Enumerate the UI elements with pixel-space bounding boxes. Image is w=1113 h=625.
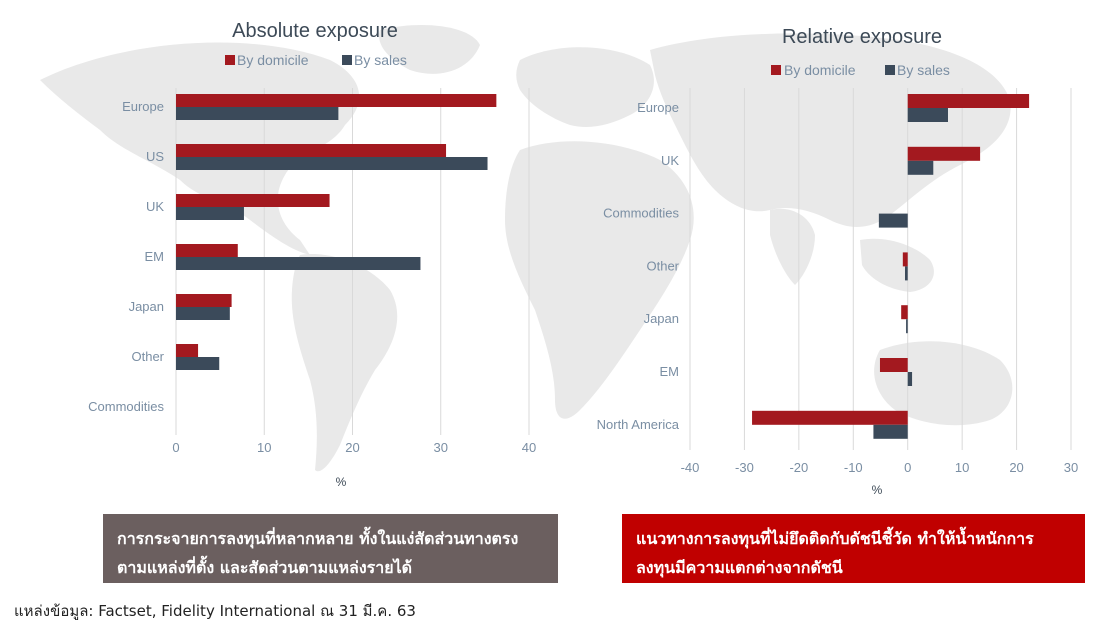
map-india (770, 208, 815, 285)
map-europe (516, 47, 654, 127)
tick-label: 20 (1009, 460, 1023, 475)
legend-swatch-domicile (225, 55, 235, 65)
category-label: UK (661, 153, 679, 168)
legend: By domicile By sales (771, 62, 950, 78)
bar-domicile (176, 144, 447, 157)
source-note: แหล่งข้อมูล: Factset, Fidelity Internati… (14, 602, 416, 620)
map-south-america (291, 254, 398, 472)
bar-domicile (176, 94, 497, 107)
bar-domicile (752, 410, 908, 425)
tick-label: 30 (434, 440, 448, 455)
category-label: US (146, 149, 164, 164)
bar-sales (907, 372, 913, 386)
category-label: Other (646, 258, 679, 273)
bars (176, 94, 497, 370)
category-label: Europe (637, 100, 679, 115)
category-label: Commodities (603, 206, 679, 221)
legend-label-sales: By sales (897, 62, 950, 78)
tick-label: 10 (257, 440, 271, 455)
tick-label: -10 (844, 460, 863, 475)
bar-sales (176, 257, 421, 270)
bar-sales (176, 357, 220, 370)
bars (752, 94, 1030, 439)
legend-swatch-domicile (771, 65, 781, 75)
bar-sales (878, 213, 908, 228)
x-axis-label: % (336, 475, 347, 489)
tick-label: 20 (345, 440, 359, 455)
bar-domicile (901, 305, 908, 320)
bar-sales (907, 108, 948, 122)
highlight-box-benchmark-agnostic: แนวทางการลงทุนที่ไม่ยึดติดกับดัชนีชี้วัด… (622, 514, 1085, 583)
tick-label: -20 (789, 460, 808, 475)
bar-sales (907, 160, 934, 175)
bar-domicile (176, 244, 238, 257)
bar-sales (176, 307, 230, 320)
bar-domicile (902, 252, 908, 267)
chart-title: Absolute exposure (232, 20, 398, 42)
category-label: Europe (122, 99, 164, 114)
category-label: Other (131, 349, 164, 364)
bar-domicile (879, 358, 908, 372)
bar-domicile (176, 194, 330, 207)
bar-sales (873, 424, 908, 439)
bar-sales (176, 107, 339, 120)
map-africa (505, 141, 694, 419)
tick-label: 0 (172, 440, 179, 455)
bar-domicile (907, 146, 981, 161)
bar-domicile (176, 294, 232, 307)
category-label: North America (597, 417, 680, 432)
category-label: Commodities (88, 399, 164, 414)
x-axis-label: % (872, 483, 883, 497)
legend: By domicile By sales (225, 52, 407, 68)
category-label: EM (145, 249, 165, 264)
bar-sales (906, 319, 908, 334)
category-label: Japan (644, 311, 679, 326)
bar-sales (176, 207, 244, 220)
tick-labels: -40 -30 -20 -10 0 10 20 30 (681, 460, 1079, 475)
chart-title: Relative exposure (782, 26, 942, 48)
tick-label: 30 (1064, 460, 1078, 475)
map-greenland (379, 25, 480, 74)
tick-label: 10 (955, 460, 969, 475)
category-label: Japan (129, 299, 164, 314)
bar-sales (904, 266, 908, 281)
tick-label: -30 (735, 460, 754, 475)
category-labels: Europe US UK EM Japan Other Commodities (88, 99, 165, 414)
tick-label: -40 (681, 460, 700, 475)
bar-domicile (176, 344, 199, 357)
tick-label: 40 (522, 440, 536, 455)
legend-swatch-sales (885, 65, 895, 75)
map-southeast-asia (860, 238, 934, 292)
gridlines (689, 88, 1072, 450)
bar-sales (176, 157, 488, 170)
map-australia (874, 341, 1013, 426)
category-label: UK (146, 199, 164, 214)
tick-labels: 0 10 20 30 40 (172, 440, 536, 455)
tick-label: 0 (904, 460, 911, 475)
legend-label-domicile: By domicile (784, 62, 856, 78)
category-label: EM (660, 364, 680, 379)
highlight-box-diversification: การกระจายการลงทุนที่หลากหลาย ทั้งในแง่สั… (103, 514, 558, 583)
legend-label-domicile: By domicile (237, 52, 309, 68)
legend-label-sales: By sales (354, 52, 407, 68)
map-asia (650, 33, 1011, 227)
category-labels: Europe UK Commodities Other Japan EM North Ame… (597, 100, 680, 432)
bar-domicile (907, 94, 1030, 108)
legend-swatch-sales (342, 55, 352, 65)
